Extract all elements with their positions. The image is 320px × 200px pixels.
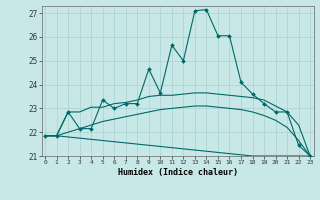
X-axis label: Humidex (Indice chaleur): Humidex (Indice chaleur) bbox=[118, 168, 237, 177]
